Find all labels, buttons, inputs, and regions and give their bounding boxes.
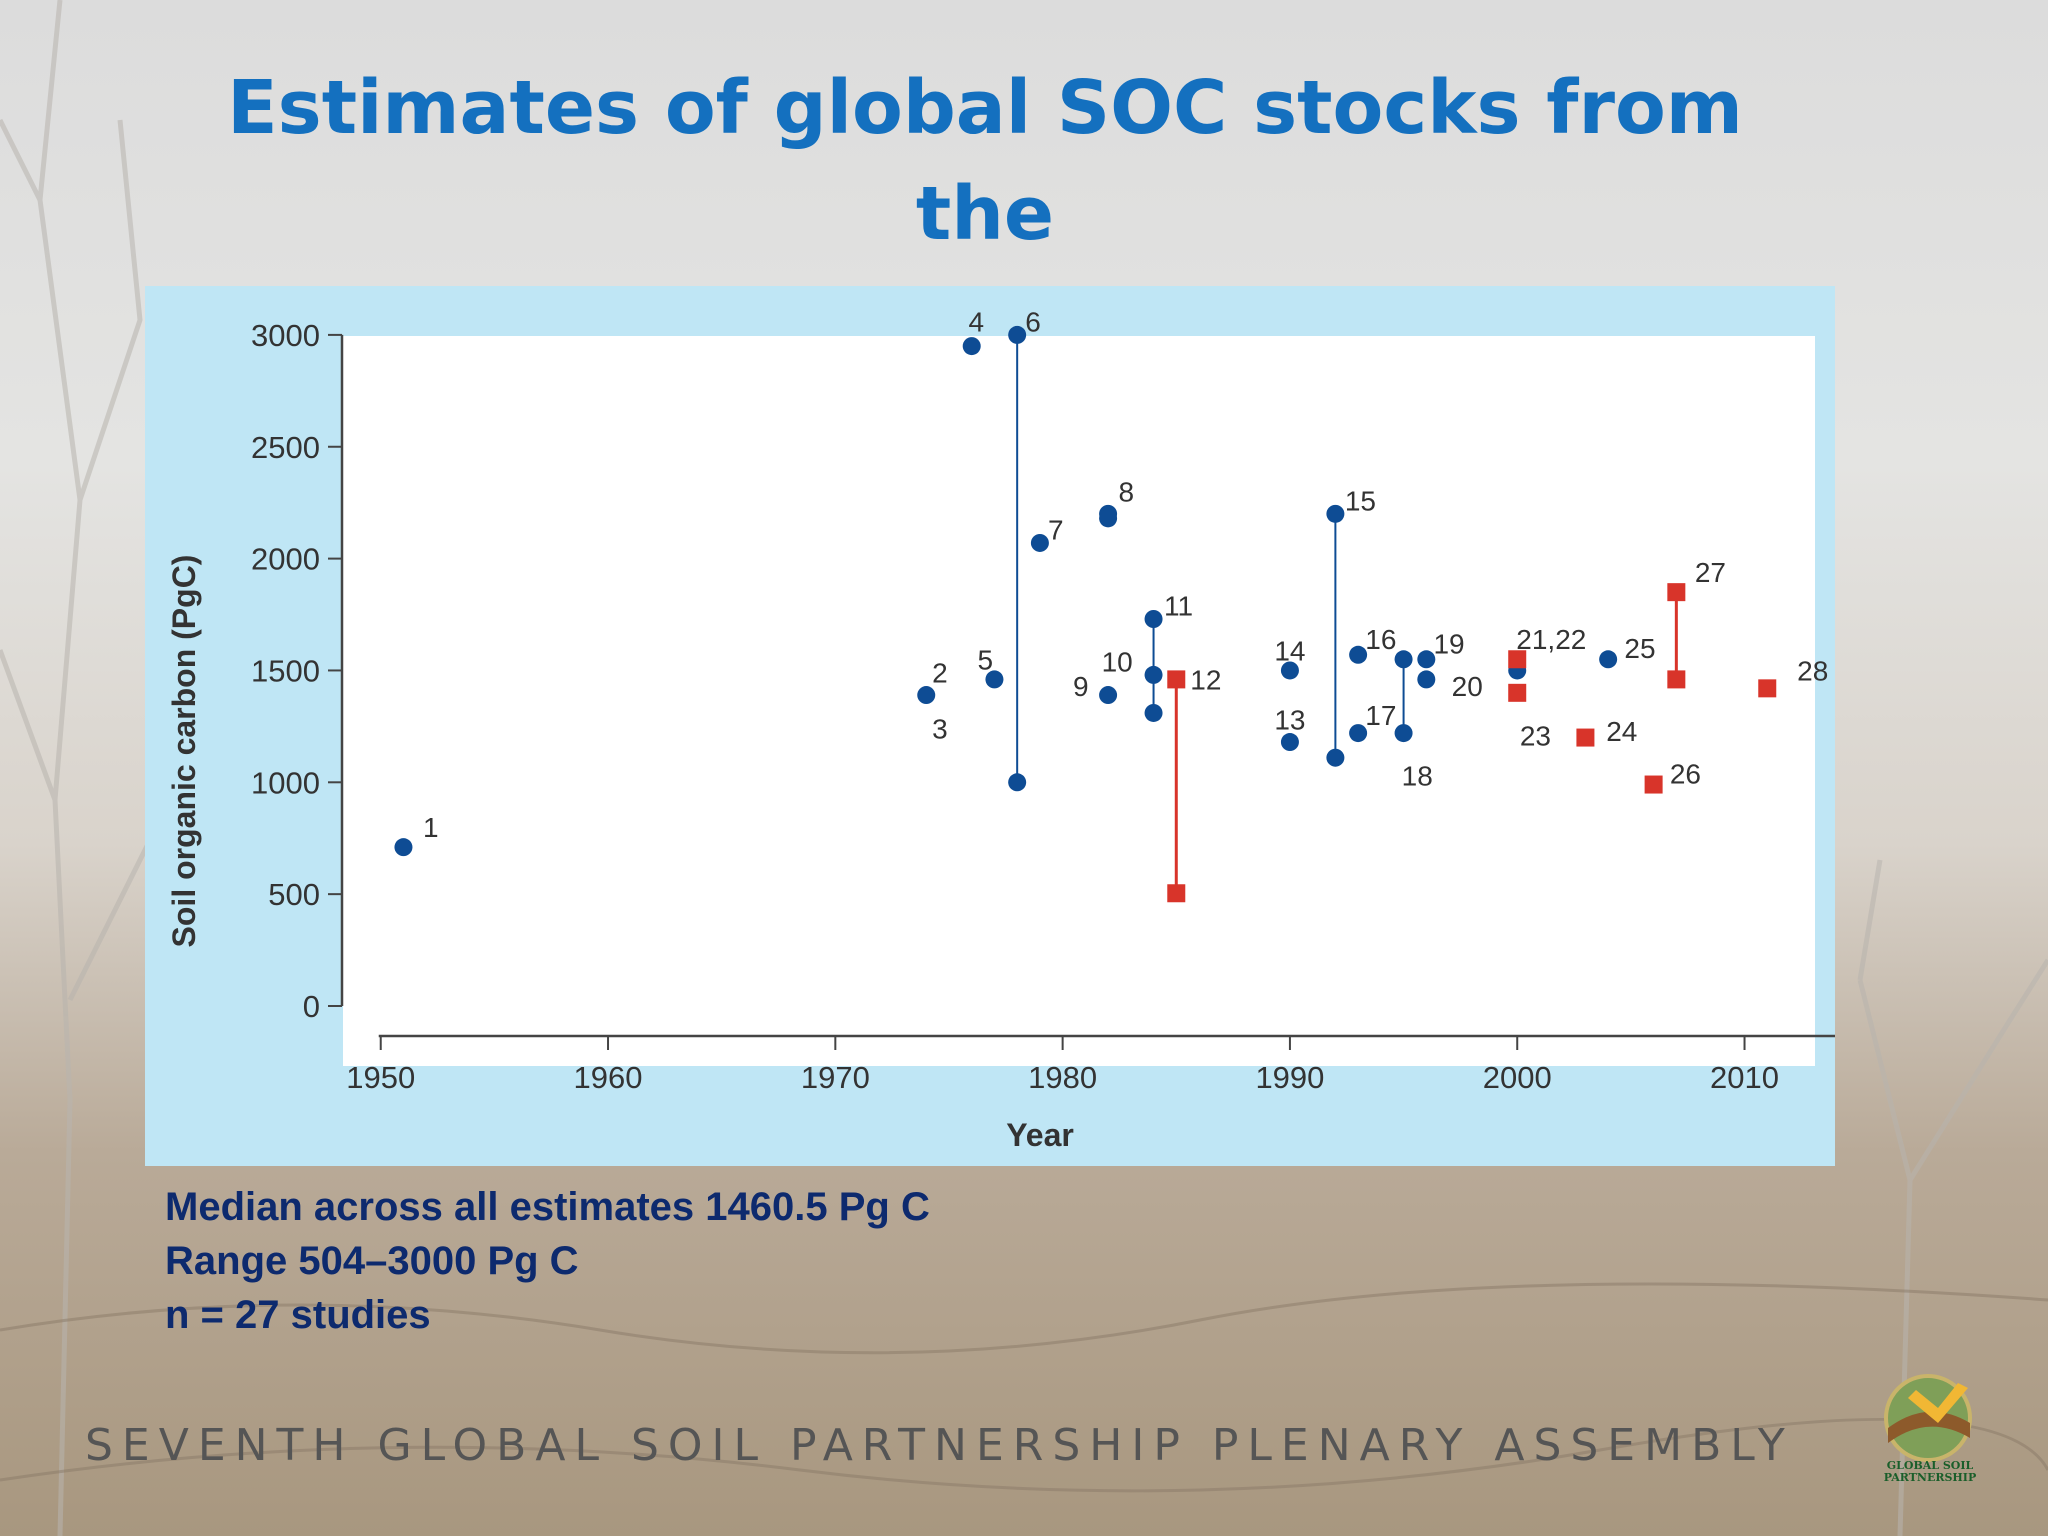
- data-point-30: [1599, 650, 1618, 669]
- x-tick-label-2000: 2000: [1483, 1060, 1552, 1095]
- data-point-23: [1394, 724, 1413, 743]
- point-label-20: 20: [1452, 671, 1483, 702]
- point-label-28: 28: [1797, 655, 1828, 686]
- point-label-1: 1: [423, 812, 439, 843]
- x-tick-label-1990: 1990: [1255, 1060, 1324, 1095]
- data-point-33: [1667, 670, 1686, 689]
- data-point-17: [1280, 733, 1299, 752]
- point-label-14: 14: [1274, 635, 1305, 666]
- x-tick-label-2010: 2010: [1710, 1060, 1779, 1095]
- y-tick-label-0: 0: [303, 989, 320, 1024]
- point-label-15: 15: [1345, 485, 1376, 516]
- summary-stats: Median across all estimates 1460.5 Pg C …: [165, 1180, 930, 1342]
- data-point-16: [1280, 661, 1299, 680]
- point-label-17: 17: [1365, 700, 1396, 731]
- y-tick-label-500: 500: [268, 877, 320, 912]
- point-label-18: 18: [1402, 761, 1433, 792]
- point-label-13: 13: [1274, 705, 1305, 736]
- y-tick-label-1500: 1500: [251, 653, 320, 688]
- y-axis-label: Soil organic carbon (PgC): [166, 555, 202, 948]
- data-point-3: [962, 337, 981, 356]
- point-label-24: 24: [1606, 716, 1637, 747]
- x-tick-label-1970: 1970: [801, 1060, 870, 1095]
- data-point-12: [1144, 665, 1163, 684]
- point-label-19: 19: [1433, 629, 1464, 660]
- point-label-23: 23: [1520, 720, 1551, 751]
- data-point-29: [1576, 728, 1595, 747]
- data-point-15: [1167, 884, 1186, 903]
- x-tick-label-1980: 1980: [1028, 1060, 1097, 1095]
- plot-area: [343, 336, 1815, 1066]
- data-points: [394, 325, 1777, 903]
- y-tick-label-1000: 1000: [251, 765, 320, 800]
- gsp-logo-icon: [1884, 1374, 1972, 1462]
- data-point-31: [1644, 775, 1663, 794]
- slide-title-line-1: Estimates of global SOC stocks from the: [227, 65, 1743, 257]
- point-label-25: 25: [1624, 633, 1655, 664]
- data-point-28: [1508, 683, 1527, 702]
- data-point-20: [1349, 645, 1368, 664]
- n-studies-text: n = 27 studies: [165, 1293, 431, 1337]
- point-label-2: 2: [932, 658, 948, 689]
- data-point-2: [917, 686, 936, 705]
- point-label-7: 7: [1048, 515, 1064, 546]
- data-point-24: [1417, 650, 1436, 669]
- x-tick-label-1950: 1950: [346, 1060, 415, 1095]
- point-label-8: 8: [1118, 476, 1134, 507]
- data-point-27: [1508, 650, 1527, 669]
- point-label-9: 9: [1073, 671, 1089, 702]
- point-label-10: 10: [1102, 647, 1133, 678]
- median-text: Median across all estimates 1460.5 Pg C: [165, 1185, 930, 1229]
- data-point-22: [1394, 650, 1413, 669]
- point-label-12: 12: [1190, 664, 1221, 695]
- point-label-3: 3: [932, 714, 948, 745]
- data-point-5: [1008, 325, 1027, 344]
- y-tick-label-2500: 2500: [251, 430, 320, 465]
- data-point-1: [394, 838, 413, 857]
- range-text: Range 504–3000 Pg C: [165, 1239, 579, 1283]
- data-point-21: [1349, 724, 1368, 743]
- axes: 0 500 1000 1500 2000 2500 3000 1950 1960 1970 1980…: [251, 318, 1835, 1095]
- data-point-13: [1144, 703, 1163, 722]
- x-tick-label-1960: 1960: [574, 1060, 643, 1095]
- point-label-16: 16: [1365, 624, 1396, 655]
- data-point-32: [1667, 583, 1686, 602]
- data-point-9: [1099, 509, 1118, 528]
- data-point-34: [1758, 679, 1777, 698]
- x-axis-label: Year: [1006, 1117, 1074, 1153]
- data-point-14: [1167, 670, 1186, 689]
- soc-scatter-chart: 0 500 1000 1500 2000 2500 3000 1950 1960 1970 1980…: [166, 306, 1835, 1153]
- data-point-7: [1030, 533, 1049, 552]
- point-label-11: 11: [1164, 591, 1193, 622]
- data-point-25: [1417, 670, 1436, 689]
- point-label-26: 26: [1670, 758, 1701, 789]
- data-point-18: [1326, 504, 1345, 523]
- point-label-5: 5: [978, 644, 994, 675]
- point-label-27: 27: [1695, 557, 1726, 588]
- data-point-11: [1144, 609, 1163, 628]
- data-point-10: [1099, 686, 1118, 705]
- chart-panel: 0 500 1000 1500 2000 2500 3000 1950 1960 1970 1980…: [145, 286, 1835, 1166]
- point-label-21-22: 21,22: [1516, 624, 1586, 655]
- y-tick-label-2000: 2000: [251, 542, 320, 577]
- y-tick-label-3000: 3000: [251, 318, 320, 353]
- point-label-4: 4: [968, 306, 984, 337]
- data-point-6: [1008, 773, 1027, 792]
- data-point-4: [985, 670, 1004, 689]
- logo-text: GLOBAL SOIL PARTNERSHIP: [1883, 1459, 1977, 1484]
- data-point-19: [1326, 748, 1345, 767]
- point-label-6: 6: [1025, 306, 1041, 337]
- footer-assembly-title: SEVENTH GLOBAL SOIL PARTNERSHIP PLENARY …: [85, 1420, 1794, 1471]
